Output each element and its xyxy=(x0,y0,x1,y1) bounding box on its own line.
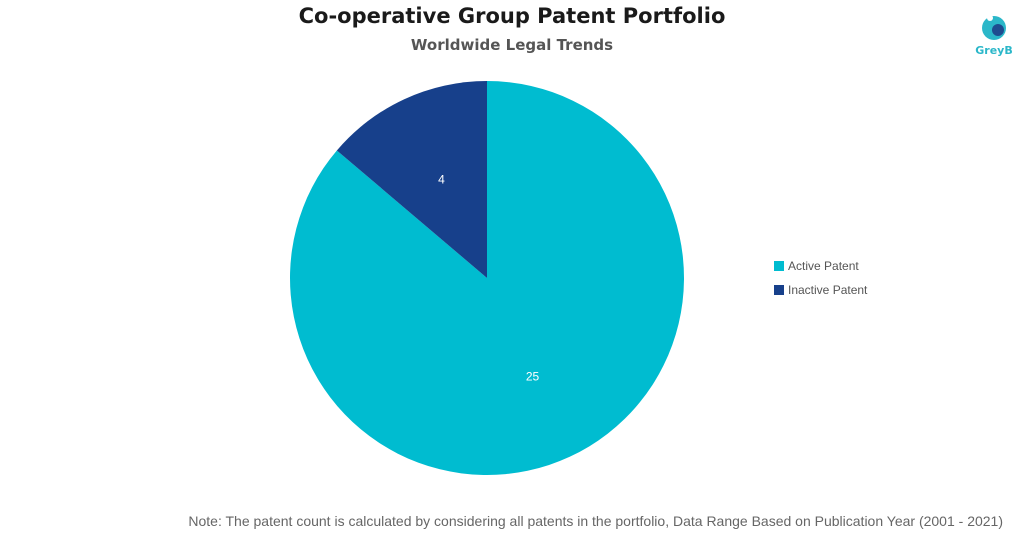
greyb-logo-icon xyxy=(982,15,1006,40)
chart-title: Co-operative Group Patent Portfolio xyxy=(298,4,726,28)
legend-swatch-active xyxy=(774,261,784,271)
pie-slice-active[interactable] xyxy=(290,81,684,475)
greyb-logo-text: GreyB xyxy=(975,44,1013,57)
legend-item-inactive[interactable]: Inactive Patent xyxy=(774,282,867,298)
legend-swatch-inactive xyxy=(774,285,784,295)
pie-slice-inactive[interactable] xyxy=(336,81,487,278)
pie-label-active: 25 xyxy=(526,369,540,383)
legend-item-active[interactable]: Active Patent xyxy=(774,258,867,274)
legend-label-active: Active Patent xyxy=(788,259,859,273)
pie-label-inactive: 4 xyxy=(438,173,445,187)
chart-subtitle: Worldwide Legal Trends xyxy=(410,36,614,54)
legend-label-inactive: Inactive Patent xyxy=(788,283,868,297)
chart-legend: Active Patent Inactive Patent xyxy=(774,258,867,306)
footer-note: Note: The patent count is calculated by … xyxy=(188,513,1003,529)
